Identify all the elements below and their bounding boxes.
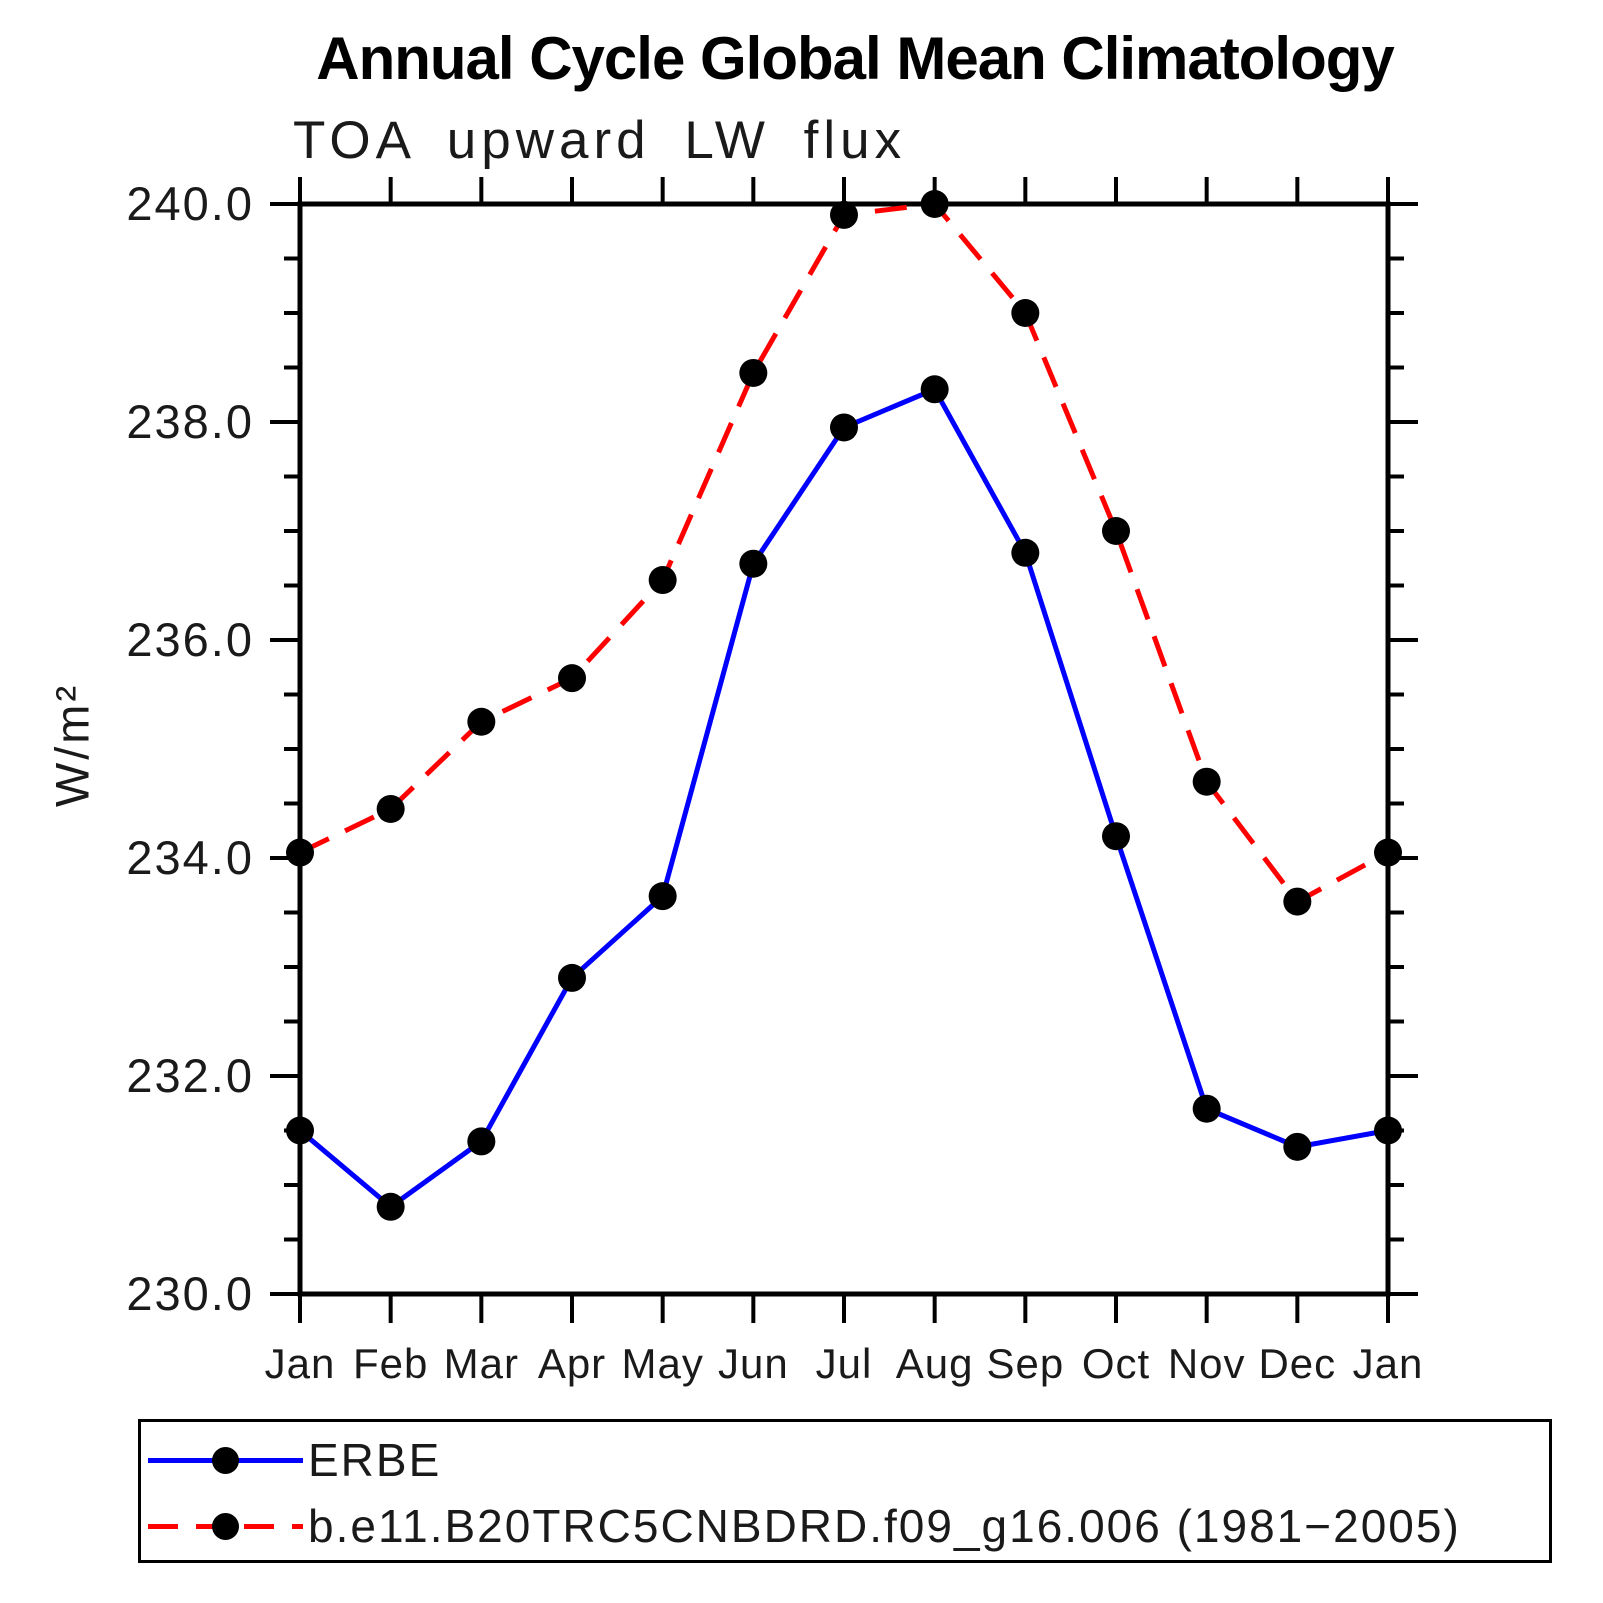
x-tick-label: Jan	[265, 1340, 336, 1387]
y-tick-label: 234.0	[126, 831, 254, 884]
x-tick-label: Sep	[986, 1340, 1064, 1387]
y-axis-ticks	[270, 202, 1418, 1296]
data-point-marker	[1283, 1132, 1312, 1161]
x-tick-label: Jun	[718, 1340, 789, 1387]
data-point-marker	[1102, 822, 1130, 851]
data-point-marker	[1374, 1116, 1402, 1145]
data-point-marker	[648, 566, 677, 595]
chart-subtitle: TOA upward LW flux	[293, 111, 907, 170]
data-point-marker	[1192, 767, 1221, 796]
y-tick-label: 240.0	[126, 177, 254, 230]
y-tick-label: 238.0	[126, 395, 254, 448]
data-point-marker	[1011, 538, 1040, 567]
data-point-marker	[648, 882, 677, 911]
data-point-marker	[1011, 299, 1040, 327]
chart-title: Annual Cycle Global Mean Climatology	[316, 25, 1395, 92]
y-tick-label: 236.0	[126, 613, 254, 666]
series-line-0	[298, 386, 1389, 1210]
data-point-marker	[376, 1192, 405, 1221]
data-point-marker	[1192, 1094, 1221, 1123]
data-point-marker	[467, 1127, 496, 1156]
legend-swatch	[148, 1446, 303, 1474]
x-tick-label: Feb	[353, 1340, 428, 1387]
x-tick-label: Dec	[1258, 1340, 1336, 1387]
legend-box: ERBE b.e11.B20TRC5CNBDRD.f09_g16.006 (19…	[138, 1419, 1552, 1563]
x-tick-label: Jul	[816, 1340, 873, 1387]
legend-entry-model: b.e11.B20TRC5CNBDRD.f09_g16.006 (1981−20…	[148, 1500, 1461, 1552]
y-tick-label: 230.0	[126, 1267, 254, 1320]
data-point-marker	[1374, 838, 1402, 867]
x-tick-label: Nov	[1168, 1340, 1246, 1387]
legend-label-erbe: ERBE	[308, 1434, 442, 1486]
x-axis-ticks	[298, 177, 1390, 1323]
data-point-marker	[830, 200, 858, 229]
data-point-marker	[739, 358, 768, 387]
x-tick-label: Mar	[444, 1340, 519, 1387]
data-point-marker	[830, 413, 858, 442]
legend-swatch	[148, 1512, 303, 1540]
plot-frame	[297, 201, 1391, 1297]
x-tick-label: Jan	[1353, 1340, 1424, 1387]
series-line-1	[298, 201, 1390, 905]
legend-label-model: b.e11.B20TRC5CNBDRD.f09_g16.006 (1981−20…	[308, 1500, 1461, 1552]
marker-dot-icon	[212, 1513, 239, 1540]
data-point-marker	[1102, 517, 1130, 545]
data-point-marker	[286, 1116, 314, 1145]
x-tick-label: May	[621, 1340, 703, 1387]
data-point-marker	[558, 963, 586, 992]
data-point-marker	[920, 375, 949, 404]
x-tick-labels: Jan Feb Mar Apr May Jun Jul Aug Sep Oct Nov Dec Jan	[265, 1340, 1424, 1387]
marker-dot-icon	[212, 1447, 239, 1474]
legend-entry-erbe: ERBE	[148, 1434, 441, 1486]
data-point-marker	[376, 794, 405, 823]
data-point-marker	[467, 707, 496, 736]
y-tick-labels: 230.0 232.0 234.0 236.0 238.0 240.0	[126, 177, 254, 1320]
x-tick-label: Apr	[538, 1340, 606, 1387]
data-point-marker	[558, 664, 586, 693]
data-point-marker	[739, 549, 768, 578]
data-point-marker	[286, 838, 314, 867]
x-tick-label: Aug	[896, 1340, 974, 1387]
data-point-marker	[1283, 887, 1312, 916]
data-point-marker	[920, 190, 949, 218]
y-tick-label: 232.0	[126, 1049, 254, 1102]
x-tick-label: Oct	[1082, 1340, 1150, 1387]
